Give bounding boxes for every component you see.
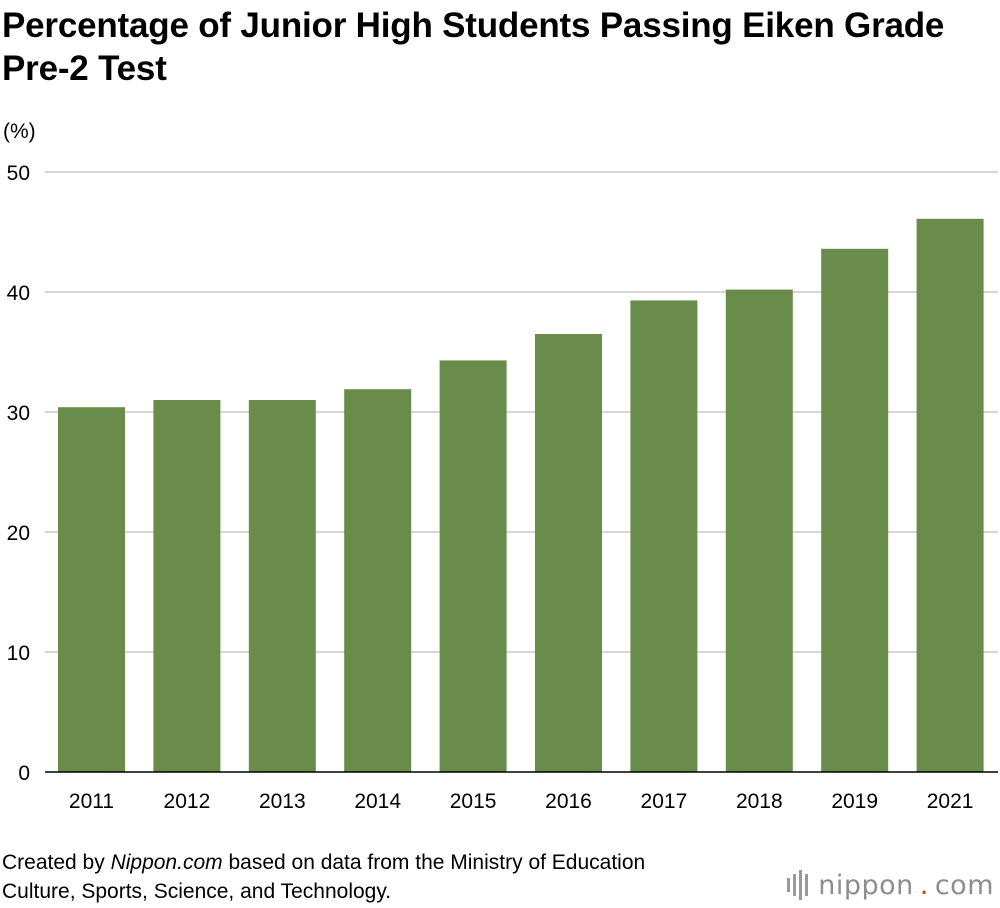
bar-2018 xyxy=(725,289,793,772)
x-tick-label: 2014 xyxy=(354,790,401,813)
y-tick-label: 20 xyxy=(7,522,30,545)
logo-tld: com xyxy=(934,869,994,901)
bar-2021 xyxy=(916,218,984,773)
y-tick-label: 10 xyxy=(7,642,30,665)
bar-2017 xyxy=(630,300,698,772)
x-tick-label: 2015 xyxy=(450,790,497,813)
y-axis-unit-label: (%) xyxy=(3,120,36,143)
source-site: Nippon.com xyxy=(110,851,223,874)
logo-mark-icon xyxy=(787,870,809,900)
x-tick-label: 2021 xyxy=(927,790,974,813)
source-prefix: Created by xyxy=(2,851,111,874)
x-tick-label: 2018 xyxy=(736,790,783,813)
x-tick-label: 2012 xyxy=(164,790,211,813)
bar-2019 xyxy=(821,248,889,773)
bars xyxy=(58,218,984,773)
y-tick-label: 40 xyxy=(7,282,30,305)
x-tick-label: 2011 xyxy=(69,790,114,813)
x-tick-label: 2013 xyxy=(259,790,306,813)
x-tick-label: 2017 xyxy=(641,790,688,813)
source-note: Created by Nippon.com based on data from… xyxy=(2,848,722,906)
bar-2013 xyxy=(248,400,316,772)
axes: 0 10 20 30 40 50 2011 2012 2013 2014 2015 2016 2017 2… xyxy=(7,162,998,813)
bar-2012 xyxy=(153,400,221,772)
x-tick-label: 2019 xyxy=(831,790,878,813)
y-tick-label: 0 xyxy=(18,762,30,785)
bar-2016 xyxy=(535,334,602,772)
source-rest: based on data from the Ministry of Educa… xyxy=(2,851,646,903)
logo-dot: . xyxy=(919,869,929,901)
chart-title: Percentage of Junior High Students Passi… xyxy=(2,6,945,88)
bar-2011 xyxy=(58,407,125,772)
y-tick-label: 30 xyxy=(7,402,30,425)
x-tick-label: 2016 xyxy=(545,790,592,813)
bar-2015 xyxy=(439,360,507,772)
nippon-logo: nippon. com xyxy=(787,868,994,902)
logo-name: nippon xyxy=(818,869,914,901)
bar-2014 xyxy=(344,389,412,772)
y-tick-label: 50 xyxy=(7,162,30,185)
